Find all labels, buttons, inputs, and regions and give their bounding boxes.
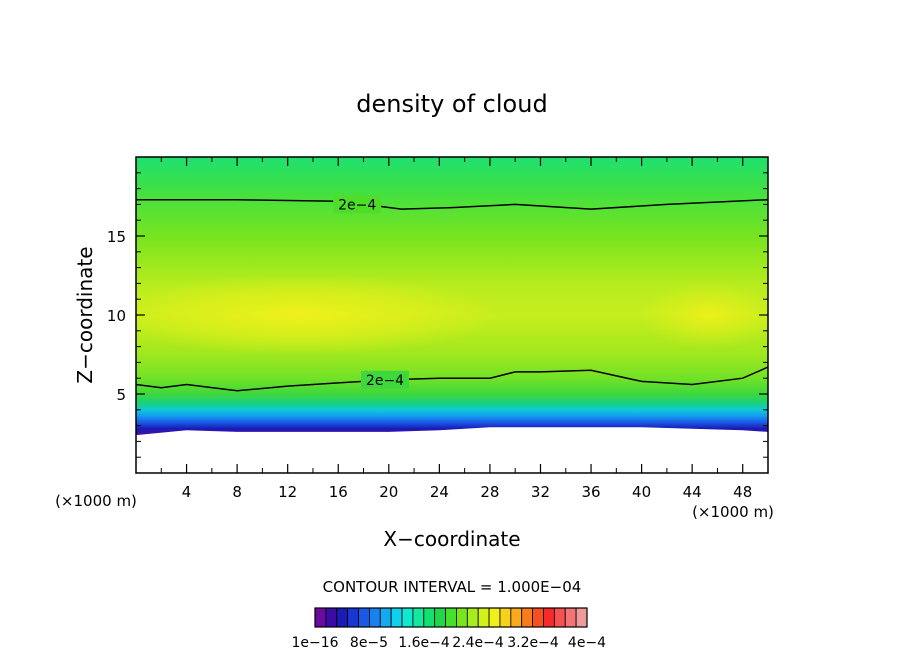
contour-line-upper [136, 198, 768, 210]
colorbar-swatch [488, 607, 501, 628]
contour-label-bg-lower [361, 370, 410, 389]
x-tick-label: 36 [581, 483, 600, 501]
colorbar-swatch [347, 607, 359, 628]
colorbar-swatch [532, 607, 544, 628]
x-tick-label: 28 [480, 483, 499, 501]
colorbar-swatch [368, 607, 381, 628]
colorbar-swatch [336, 607, 349, 628]
x-tick-label: 24 [430, 483, 449, 501]
colorbar [314, 607, 588, 628]
y-tick-label: 10 [107, 307, 126, 325]
colorbar-swatch [325, 607, 338, 628]
colorbar-tick-label: 8e−5 [350, 635, 388, 651]
colorbar-tick-labels: 1e−16 8e−5 1.6e−4 2.4e−4 3.2e−4 4e−4 [291, 635, 606, 651]
contour-label-bg-upper [333, 195, 382, 214]
y-tick-label: 5 [116, 386, 126, 404]
colorbar-swatch [499, 607, 512, 628]
colorbar-tick-label: 1.6e−4 [398, 635, 450, 651]
colorbar-swatch [543, 607, 555, 628]
colorbar-swatch [510, 607, 523, 628]
x-unit-right: (×1000 m) [692, 503, 774, 521]
x-tick-label: 8 [232, 483, 242, 501]
colorbar-swatch [434, 607, 446, 628]
colorbar-swatch [401, 607, 414, 628]
colorbar-swatch [423, 607, 436, 628]
x-tick-label: 20 [379, 483, 398, 501]
x-tick-label: 4 [182, 483, 192, 501]
chart-title: density of cloud [356, 90, 547, 118]
colorbar-tick-label: 4e−4 [568, 635, 606, 651]
colorbar-swatch [445, 607, 457, 628]
plot-area: 2e−4 2e−4 [136, 157, 768, 473]
y-axis: 5 10 15 [107, 172, 768, 458]
contour-label-upper: 2e−4 [338, 197, 376, 213]
colorbar-tick-label: 1e−16 [291, 635, 338, 651]
x-axis: 4 8 12 16 20 24 28 32 36 40 44 48 [160, 157, 752, 501]
colorbar-swatch [477, 607, 490, 628]
y-tick-label: 15 [107, 228, 126, 246]
colorbar-swatch [564, 607, 577, 628]
colorbar-swatch [521, 607, 533, 628]
high-density-region-right [640, 281, 768, 349]
colorbar-tick-label: 3.2e−4 [507, 635, 559, 651]
colorbar-swatch [456, 607, 468, 628]
colorbar-frame [314, 607, 588, 628]
colorbar-tick-label: 2.4e−4 [452, 635, 504, 651]
x-tick-label: 40 [632, 483, 651, 501]
x-tick-label: 44 [683, 483, 702, 501]
colorbar-swatch [575, 607, 588, 628]
x-axis-label: X−coordinate [383, 527, 520, 551]
contour-line-lower [136, 366, 768, 392]
colorbar-swatch [390, 607, 403, 628]
x-tick-label: 32 [531, 483, 550, 501]
colorbar-swatch [379, 607, 392, 628]
cloud-free-region [136, 427, 768, 473]
x-unit-left: (×1000 m) [55, 492, 137, 510]
high-density-region-left [136, 275, 500, 355]
x-tick-label: 48 [733, 483, 752, 501]
colorbar-swatch [314, 607, 327, 628]
colorbar-swatch [358, 607, 370, 628]
x-tick-label: 16 [329, 483, 348, 501]
contour-label-lower: 2e−4 [366, 373, 404, 389]
x-tick-label: 12 [278, 483, 297, 501]
colorbar-swatch [553, 607, 566, 628]
colorbar-swatch [466, 607, 479, 628]
contour-interval-label: CONTOUR INTERVAL = 1.000E−04 [323, 578, 582, 596]
y-axis-label: Z−coordinate [73, 246, 97, 383]
colorbar-swatch [412, 607, 425, 628]
